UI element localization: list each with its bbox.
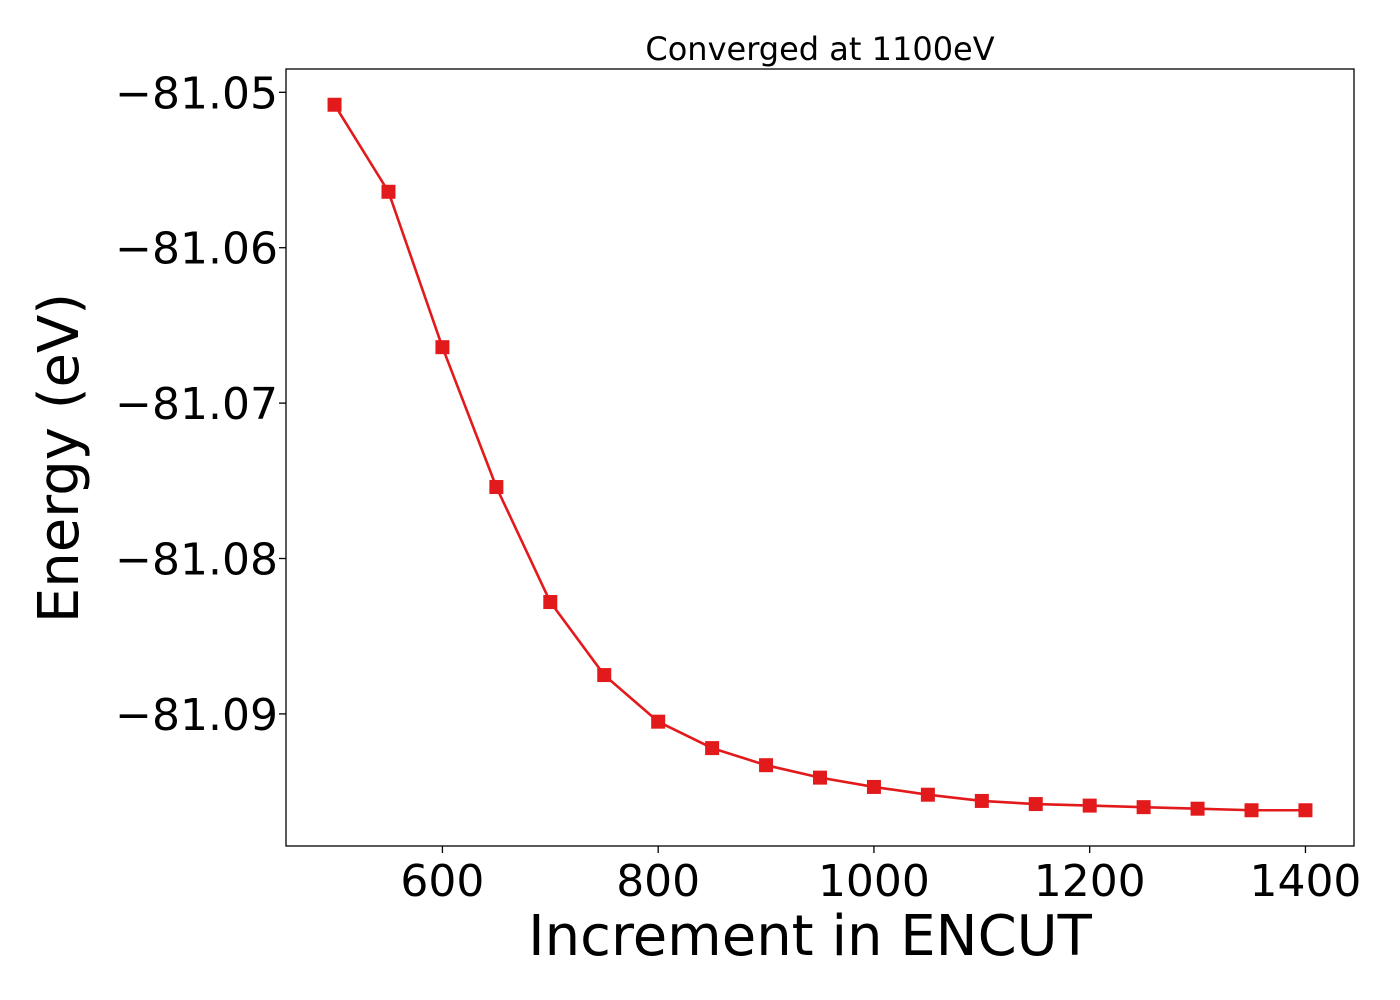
plot-frame [285,68,1355,847]
data-point-marker [327,97,342,112]
x-tick-label: 800 [616,856,700,907]
data-point-marker [543,595,558,610]
data-point-marker [974,793,989,808]
data-point-marker [489,480,504,495]
data-point-marker [1298,803,1313,818]
x-tick-label: 1000 [818,856,930,907]
data-point-marker [705,741,720,756]
x-tick-label: 1400 [1249,856,1361,907]
chart-title: Converged at 1100eV [645,30,994,68]
data-point-marker [813,770,827,785]
y-tick-label: −81.08 [115,535,278,586]
data-point-marker [1244,803,1259,818]
data-point-marker [1082,798,1097,813]
y-tick-label: −81.09 [115,690,278,741]
data-point-marker [759,758,774,773]
data-point-marker [435,340,450,355]
x-axis: 600 800 1000 1200 1400 [400,846,1361,907]
data-point-marker [866,779,881,794]
x-tick-label: 1200 [1034,856,1146,907]
data-point-marker [1136,800,1151,815]
y-tick-label: −81.06 [115,224,278,275]
y-tick-label: −81.07 [115,379,278,430]
data-point-marker [597,668,612,683]
y-axis-title: Energy (eV) [27,293,92,623]
x-tick-label: 600 [400,856,484,907]
data-point-marker [381,184,396,199]
x-axis-title: Increment in ENCUT [528,904,1093,969]
data-point-marker [920,787,935,802]
data-point-marker [1190,801,1205,816]
data-point-marker [1028,797,1043,812]
plot-area [327,97,1313,818]
y-tick-label: −81.05 [115,68,278,119]
data-point-marker [651,714,666,729]
y-axis: −81.05 −81.06 −81.07 −81.08 −81.09 [115,68,286,741]
